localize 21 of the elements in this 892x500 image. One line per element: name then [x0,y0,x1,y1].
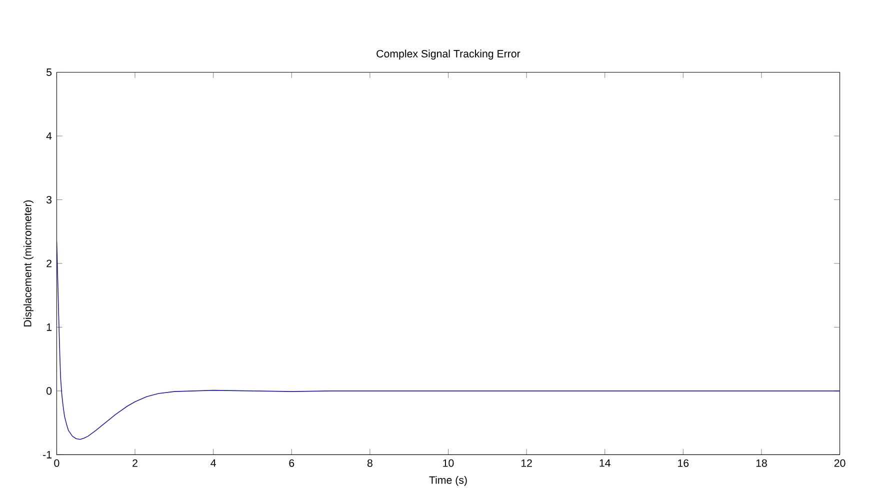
y-tick-label: 2 [46,260,52,268]
y-tick-label: -1 [43,451,52,458]
y-tick-label: 4 [46,132,52,140]
x-tick-label: 4 [210,459,216,467]
x-tick-label: 14 [600,459,610,467]
x-tick-label: 20 [834,459,846,467]
x-tick-label: 16 [678,459,689,467]
y-tick-label: 5 [46,68,52,76]
x-tick-label: 2 [132,459,138,467]
y-tick-label: 3 [46,196,52,204]
x-tick-label: 0 [54,459,60,467]
x-tick-label: 12 [521,459,532,467]
y-tick-label: 1 [46,324,52,331]
y-axis-title: Displacement (micrometer) [24,200,34,326]
y-tick-label: 0 [46,387,52,395]
x-tick-label: 8 [367,459,372,467]
x-tick-label: 10 [443,459,454,467]
x-tick-label: 6 [289,459,294,467]
x-axis-title: Time (s) [429,476,467,486]
chart-title: Complex Signal Tracking Error [376,50,520,60]
x-tick-label: 18 [756,459,767,467]
